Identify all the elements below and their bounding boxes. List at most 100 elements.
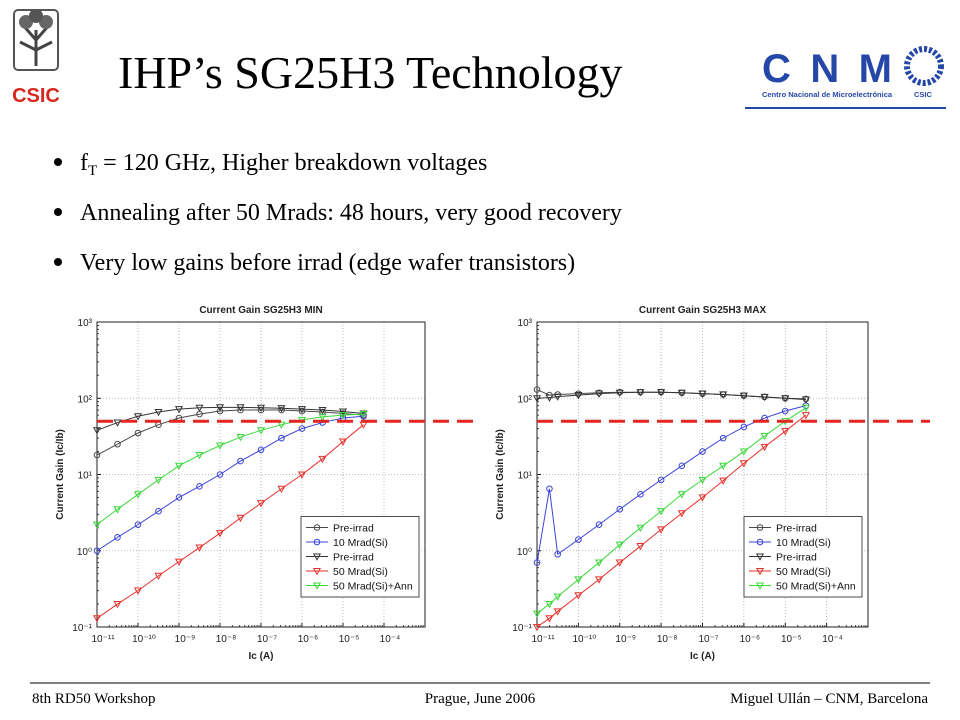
marker [532, 395, 542, 403]
marker [298, 425, 306, 432]
marker [594, 576, 604, 584]
marker [657, 526, 666, 534]
legend-label: 10 Mrad(Si) [333, 537, 388, 549]
y-tick-label: 10¹ [518, 471, 533, 482]
chart-title: Current Gain SG25H3 MAX [639, 305, 767, 316]
marker [760, 393, 769, 402]
marker [277, 405, 286, 413]
footer-center: Prague, June 2006 [425, 691, 536, 707]
marker [677, 510, 686, 518]
bullet-dot [54, 258, 62, 266]
marker [174, 462, 184, 471]
x-tick-label: 10⁻⁸ [657, 634, 678, 645]
cnm-text: CNM [762, 47, 892, 91]
legend-marker [755, 553, 765, 561]
marker [277, 485, 286, 493]
marker [553, 593, 562, 601]
marker [216, 407, 224, 415]
legend-label: Pre-irrad [776, 552, 817, 564]
marker [574, 392, 583, 400]
marker [801, 396, 810, 404]
marker [133, 587, 143, 595]
marker [553, 608, 562, 616]
marker [698, 390, 707, 398]
y-tick-label: 10⁻¹ [72, 623, 92, 634]
marker [657, 476, 665, 484]
marker [533, 559, 541, 566]
csic-logo: CSIC [12, 9, 60, 107]
marker [93, 547, 101, 555]
series-line [536, 391, 806, 401]
marker [338, 412, 348, 420]
marker [574, 592, 583, 600]
legend-marker [313, 538, 321, 546]
y-tick-label: 10² [78, 394, 93, 405]
marker [195, 544, 204, 552]
bullet: fT = 120 GHz, Higher breakdown voltages [80, 150, 487, 179]
bullet-dot [54, 158, 62, 166]
marker [277, 421, 286, 429]
marker [133, 413, 143, 421]
x-axis-label: Ic (A) [690, 651, 715, 662]
marker [155, 507, 162, 515]
marker [657, 508, 666, 516]
x-tick-label: 10⁻¹¹ [91, 634, 115, 645]
marker [195, 451, 204, 460]
marker [236, 433, 245, 442]
x-tick-label: 10⁻¹⁰ [132, 634, 156, 645]
marker [615, 389, 624, 397]
x-tick-label: 10⁻⁵ [781, 634, 802, 645]
x-tick-label: 10⁻⁴ [380, 634, 401, 645]
marker [760, 443, 769, 452]
marker [174, 406, 184, 414]
marker [546, 485, 553, 493]
logo-tree [19, 23, 53, 66]
x-tick-label: 10⁻⁶ [740, 634, 761, 645]
marker [338, 438, 348, 446]
bullet: Annealing after 50 Mrads: 48 hours, very… [80, 200, 622, 226]
plot-frame [536, 321, 869, 628]
marker [698, 476, 707, 485]
marker [134, 429, 142, 437]
plot-frame [96, 321, 426, 628]
legend-marker [313, 524, 321, 531]
marker [740, 423, 748, 431]
marker [113, 419, 122, 427]
chart: Current Gain SG25H3 MAX 10⁻¹¹ 10⁻¹⁰ 10⁻⁹ 10⁻… [495, 305, 930, 662]
marker [92, 521, 102, 529]
y-tick-label: 10³ [78, 318, 93, 329]
bullet: Very low gains before irrad (edge wafer … [80, 250, 575, 276]
legend-label: 10 Mrad(Si) [776, 537, 831, 549]
series-line [96, 406, 364, 431]
marker [154, 572, 163, 580]
series-line [96, 415, 364, 552]
marker [92, 427, 102, 435]
y-tick-label: 10⁰ [77, 547, 92, 558]
legend-marker [312, 567, 322, 576]
marker [532, 610, 542, 618]
marker [134, 521, 142, 528]
marker [657, 389, 666, 397]
bullet-text: = 120 GHz, Higher breakdown voltages [97, 150, 487, 176]
marker [256, 427, 266, 435]
y-tick-label: 10¹ [78, 471, 93, 482]
marker [677, 389, 686, 397]
series-line [96, 409, 364, 456]
bullet-text: f [80, 150, 88, 176]
marker [554, 550, 561, 558]
marker [678, 462, 686, 470]
legend-label: Pre-irrad [333, 552, 374, 564]
marker [113, 600, 122, 609]
marker [545, 600, 554, 609]
x-tick-label: 10⁻¹¹ [531, 634, 555, 645]
marker [216, 471, 224, 478]
marker [319, 408, 326, 416]
x-tick-label: 10⁻⁹ [615, 634, 636, 645]
marker [298, 407, 306, 415]
marker [195, 404, 204, 413]
marker [133, 491, 143, 499]
cnm-org: CSIC [914, 90, 933, 99]
marker [595, 521, 603, 528]
chart-title: Current Gain SG25H3 MIN [199, 305, 322, 316]
marker [338, 408, 348, 416]
